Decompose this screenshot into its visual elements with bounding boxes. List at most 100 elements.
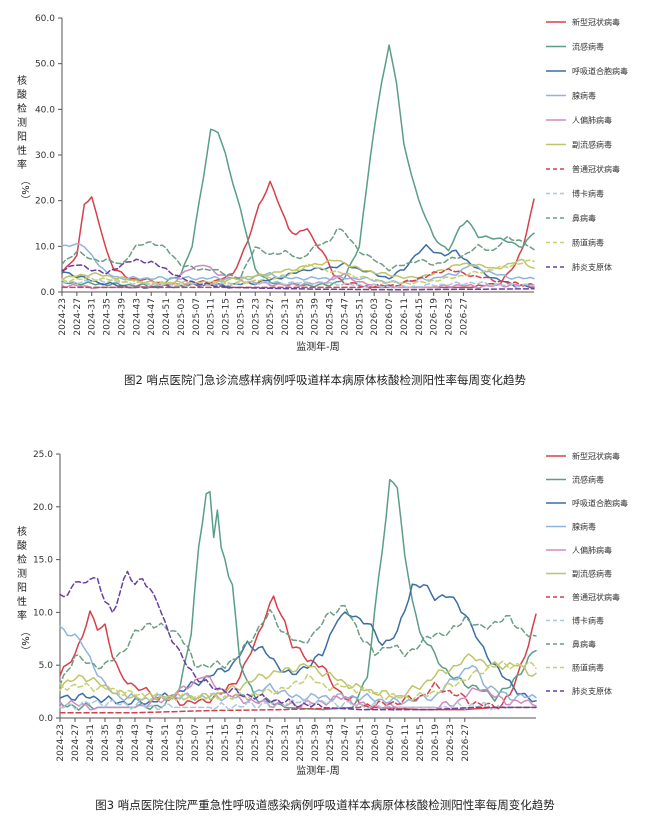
y-axis-title-char: 阳: [17, 582, 27, 594]
y-tick-label: 10.0: [35, 242, 55, 252]
series-line-7: [59, 698, 537, 712]
y-axis-title-char: 检: [17, 553, 27, 566]
legend-label: 呼吸道合胞病毒: [572, 498, 628, 508]
x-tick-label: 2025-19: [236, 724, 246, 762]
y-tick-label: 10.0: [33, 608, 53, 618]
chart-outpatient-ili: 0.0 10.0 20.0 30.0 40.0 50.0 60.0 2024-23 2024-2…: [17, 14, 628, 387]
legend-label: 肠道病毒: [572, 663, 604, 673]
series-line-8: [61, 228, 535, 280]
y-axis-title-char: 核: [17, 74, 27, 87]
x-axis-title: 监测年-周: [296, 764, 340, 777]
x-tick-label: 2025-03: [177, 298, 187, 336]
x-tick-label: 2026-11: [401, 724, 411, 762]
x-tick-label: 2026-03: [370, 298, 380, 336]
series-line-4: [61, 264, 535, 290]
x-tick-label: 2024-47: [147, 298, 157, 336]
x-tick-label: 2025-07: [191, 724, 201, 762]
series-line-10: [59, 570, 537, 711]
x-tick-label: 2024-23: [56, 724, 66, 762]
y-tick-label: 20.0: [33, 503, 53, 513]
series-line-0: [59, 595, 537, 711]
series-line-6: [59, 681, 537, 714]
legend-label: 肺炎支原体: [572, 262, 612, 272]
y-tick-label: 30.0: [35, 151, 55, 161]
series-line-8: [59, 604, 537, 687]
y-tick-label: 50.0: [35, 60, 55, 70]
x-tick-label: 2025-39: [311, 724, 321, 762]
y-tick-label: 0.0: [39, 714, 54, 724]
y-axis-unit: （%）: [19, 626, 31, 656]
x-tick-label: 2026-27: [459, 298, 469, 336]
series-line-6: [61, 267, 535, 290]
series-line-2: [59, 583, 537, 706]
x-tick-label: 2025-15: [221, 724, 231, 762]
legend-label: 博卡病毒: [572, 616, 604, 626]
x-tick-label: 2025-35: [296, 724, 306, 762]
x-tick-label: 2025-11: [207, 298, 217, 336]
x-tick-label: 2024-27: [71, 724, 81, 762]
legend-label: 副流感病毒: [572, 569, 612, 579]
x-tick-label: 2025-27: [266, 724, 276, 762]
legend-label: 流感病毒: [572, 475, 604, 485]
x-tick-label: 2025-07: [192, 298, 202, 336]
legend-label: 呼吸道合胞病毒: [572, 66, 628, 76]
x-tick-label: 2025-31: [281, 298, 291, 336]
x-tick-label: 2024-23: [58, 298, 68, 336]
series-line-1: [61, 44, 535, 289]
y-axis-title-char: 测: [17, 567, 27, 580]
series-line-10: [61, 258, 535, 291]
x-tick-label: 2025-43: [326, 724, 336, 762]
legend-label: 肺炎支原体: [572, 686, 612, 696]
x-tick-label: 2026-23: [446, 724, 456, 762]
y-tick-label: 20.0: [35, 197, 55, 207]
y-axis-title-char: 率: [17, 158, 27, 171]
series-line-3: [61, 242, 535, 285]
series-line-2: [61, 243, 535, 289]
x-tick-label: 2024-43: [131, 724, 141, 762]
y-axis-title-char: 酸: [17, 88, 27, 101]
y-axis-title-char: 率: [17, 609, 27, 622]
x-tick-label: 2024-43: [132, 298, 142, 336]
x-tick-label: 2026-03: [371, 724, 381, 762]
x-tick-label: 2026-07: [385, 298, 395, 336]
chart-caption: 图2 哨点医院门急诊流感样病例呼吸道样本病原体核酸检测阳性率每周变化趋势: [124, 373, 526, 387]
legend-label: 人偏肺病毒: [572, 545, 612, 555]
legend-label: 普通冠状病毒: [572, 164, 620, 174]
series-line-1: [59, 478, 537, 711]
legend-label: 腺病毒: [572, 91, 596, 101]
x-tick-label: 2025-23: [251, 724, 261, 762]
x-tick-label: 2025-47: [341, 724, 351, 762]
x-tick-label: 2024-51: [162, 298, 172, 336]
legend-label: 腺病毒: [572, 522, 596, 532]
series-line-0: [61, 180, 535, 289]
y-axis-title-char: 核: [17, 525, 27, 538]
y-tick-label: 60.0: [35, 14, 55, 24]
x-tick-label: 2025-31: [281, 724, 291, 762]
y-axis-title-char: 阳: [17, 131, 27, 143]
x-axis-title: 监测年-周: [296, 340, 340, 353]
x-tick-label: 2026-27: [461, 724, 471, 762]
x-tick-label: 2025-51: [356, 724, 366, 762]
x-tick-label: 2024-39: [117, 298, 127, 336]
x-tick-label: 2026-19: [431, 724, 441, 762]
chart-inpatient-sari: 0.0 5.0 10.0 15.0 20.0 25.0 2024-23 2024-27 2024…: [17, 450, 628, 812]
x-tick-label: 2024-47: [146, 724, 156, 762]
x-tick-label: 2025-27: [266, 298, 276, 336]
legend-label: 新型冠状病毒: [572, 451, 620, 461]
x-tick-label: 2025-43: [326, 298, 336, 336]
series-line-9: [61, 259, 535, 286]
x-tick-label: 2025-51: [355, 298, 365, 336]
x-tick-label: 2024-51: [161, 724, 171, 762]
series-line-5: [59, 653, 537, 701]
legend-label: 副流感病毒: [572, 140, 612, 150]
x-tick-label: 2026-11: [400, 298, 410, 336]
y-tick-label: 15.0: [33, 556, 53, 566]
series-line-9: [59, 660, 537, 702]
x-tick-label: 2026-15: [415, 298, 425, 336]
y-axis-title-char: 检: [17, 102, 27, 115]
y-axis-title-char: 性: [17, 144, 27, 157]
legend-label: 人偏肺病毒: [572, 115, 612, 125]
x-tick-label: 2025-35: [296, 298, 306, 336]
legend-label: 鼻病毒: [572, 213, 596, 223]
